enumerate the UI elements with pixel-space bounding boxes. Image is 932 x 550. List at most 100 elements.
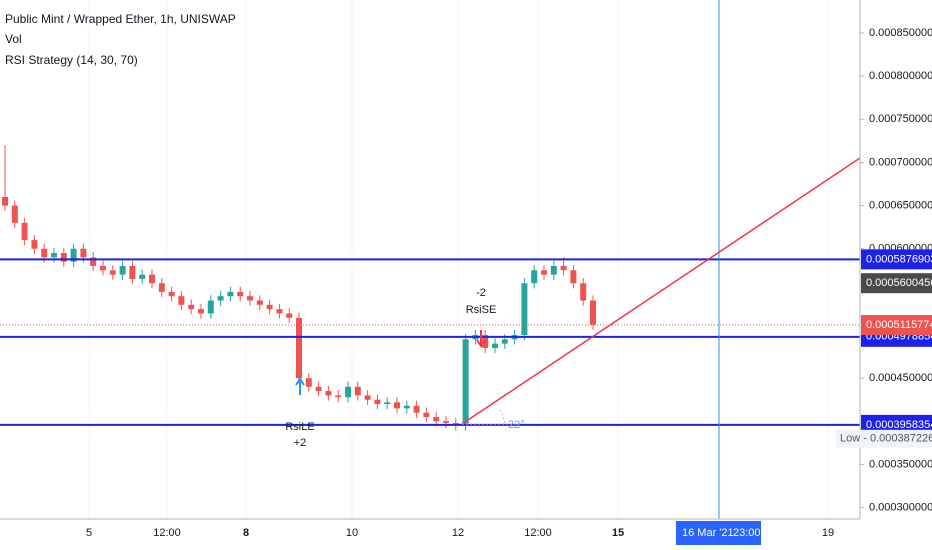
candle-body (531, 270, 538, 284)
time-label: 12:00 (153, 527, 181, 539)
cursor-date: 16 Mar '21 (682, 527, 734, 539)
candle-body (335, 395, 342, 398)
candle-body (305, 378, 312, 387)
candle-body (70, 248, 77, 262)
time-label: 8 (243, 527, 249, 539)
price-labels: 0.00058769030.00049788540.00039583540.00… (836, 249, 932, 448)
marker-price-box (861, 273, 932, 294)
candle-body (433, 416, 440, 422)
candle-body (109, 270, 116, 275)
marker-price-label: 0.0005600456 (866, 277, 932, 289)
candle-body (403, 405, 410, 409)
candle-body (521, 283, 528, 336)
candle-body (139, 274, 146, 279)
levels (0, 258, 860, 426)
candle-body (119, 265, 126, 275)
candle-body (315, 386, 322, 392)
level-label: 0.0003958354 (866, 419, 932, 431)
short-arrow (476, 330, 486, 348)
candle-body (276, 309, 283, 314)
candle-body (443, 421, 449, 424)
candle-body (41, 248, 48, 258)
candle-body (198, 309, 204, 314)
candle-body (227, 291, 234, 297)
time-label: 15 (612, 527, 624, 539)
indicator-legend: RSI Strategy (14, 30, 70) (5, 53, 138, 67)
time-label: 12 (452, 527, 464, 539)
candle-body (570, 270, 577, 284)
candle-body (560, 265, 567, 271)
candle-body (90, 257, 97, 266)
candle-body (21, 222, 28, 241)
candle-body (492, 343, 498, 348)
candle-body (266, 304, 273, 310)
candle-body (149, 274, 155, 284)
level-label: 0.0005876903 (866, 253, 932, 265)
candle-body (247, 296, 253, 301)
candle-body (31, 240, 38, 249)
candle-body (423, 412, 430, 417)
time-label: 5 (86, 527, 92, 539)
candle-body (80, 248, 87, 258)
low-box (836, 429, 932, 448)
symbol-title: Public Mint / Wrapped Ether, 1h, UNISWAP (5, 12, 236, 26)
candle-body (541, 270, 547, 275)
candle-body (590, 300, 596, 325)
time-label: 12:00 (524, 527, 552, 539)
candle-body (207, 300, 214, 314)
candle-body (325, 391, 332, 396)
candle-body (188, 304, 195, 310)
short-qty: -2 (476, 287, 486, 299)
volume-legend: Vol (5, 32, 22, 46)
last-price-label: 0.0005115774 (866, 319, 932, 331)
cursor-time-box (676, 521, 761, 545)
candle-body (100, 265, 106, 271)
candle-body (580, 283, 587, 301)
candle-body (550, 265, 557, 275)
candle-body (462, 339, 469, 426)
candle-body (286, 313, 293, 318)
candle-body (129, 265, 136, 279)
short-signal: RsiSE (466, 304, 497, 316)
angle-label: 22° (508, 419, 525, 431)
long-qty: +2 (294, 437, 307, 449)
time-axis-bg (0, 519, 932, 550)
time-label: 10 (346, 527, 358, 539)
candle-body (51, 253, 57, 258)
angle-guide (462, 409, 520, 425)
time-label: 19 (822, 527, 834, 539)
candle-body (2, 196, 8, 206)
candle-body (394, 402, 400, 409)
long-signal: RsiLE (285, 421, 314, 433)
candle-body (354, 386, 361, 396)
candle-body (60, 253, 67, 262)
candle-body (384, 402, 391, 405)
candle-body (237, 291, 244, 297)
last-price-box (861, 315, 932, 336)
candle-body (217, 296, 224, 301)
candle-body (364, 395, 371, 400)
long-arrow (295, 377, 305, 395)
candle-body (178, 296, 185, 305)
candle-body (374, 399, 381, 405)
candle-body (296, 317, 302, 379)
trend-line (461, 157, 861, 425)
candle-body (501, 339, 508, 344)
candle-body (345, 386, 351, 398)
candle-body (168, 291, 175, 297)
low-label: Low - 0.0003872263 (840, 433, 932, 445)
candle-body (158, 283, 165, 292)
candle-body (256, 300, 263, 305)
level-box (861, 249, 932, 270)
